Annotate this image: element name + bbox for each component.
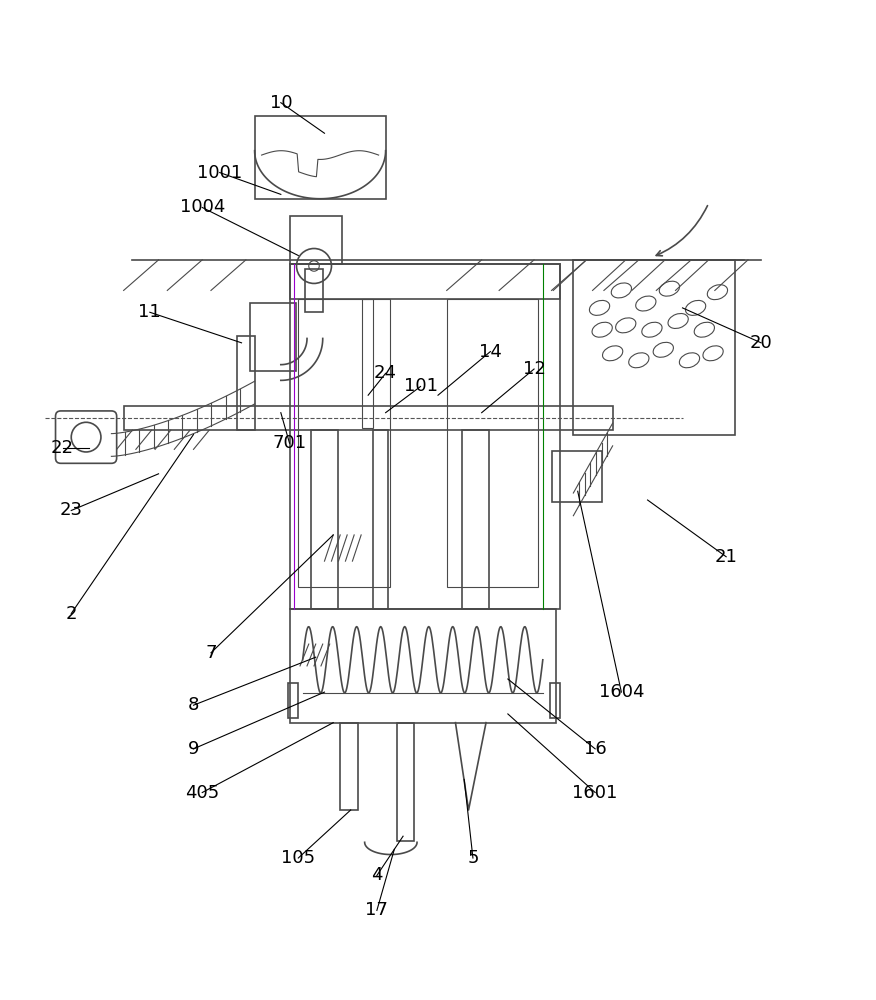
Text: 14: 14 [479,343,502,361]
Bar [447,299,539,587]
Bar [290,264,561,609]
Bar [124,406,612,430]
Text: 21: 21 [715,548,738,566]
Bar [290,264,561,299]
Text: 12: 12 [523,360,546,378]
Bar [251,303,296,371]
Bar [372,430,388,609]
Text: 24: 24 [374,364,397,382]
Text: 105: 105 [281,849,315,867]
Text: 5: 5 [467,849,478,867]
Text: 2: 2 [66,605,77,623]
Bar [290,216,342,264]
Text: 1601: 1601 [573,784,618,802]
Text: 405: 405 [185,784,219,802]
Bar [299,299,390,587]
Text: 17: 17 [365,901,388,919]
Bar [255,116,385,199]
Text: 9: 9 [187,740,199,758]
Bar [397,723,414,841]
Bar [574,260,735,435]
Bar [552,451,602,502]
Text: 1004: 1004 [180,198,225,216]
Text: 701: 701 [272,434,307,452]
Text: 8: 8 [187,696,199,714]
Text: 101: 101 [404,377,437,395]
Text: 7: 7 [205,644,216,662]
Text: 22: 22 [51,439,74,457]
Bar [463,430,489,609]
Bar [311,430,337,609]
Text: 23: 23 [60,501,82,519]
Text: 4: 4 [371,866,383,884]
Bar [362,299,372,428]
Text: 10: 10 [270,94,292,112]
Text: 1604: 1604 [598,683,644,701]
Bar [340,723,357,810]
Text: 11: 11 [138,303,161,321]
Text: 16: 16 [583,740,606,758]
Text: 20: 20 [750,334,773,352]
Bar [237,336,255,430]
Text: 1001: 1001 [197,164,243,182]
Bar [550,683,561,718]
Bar [290,609,556,723]
Bar [288,683,299,718]
Bar [305,269,322,312]
